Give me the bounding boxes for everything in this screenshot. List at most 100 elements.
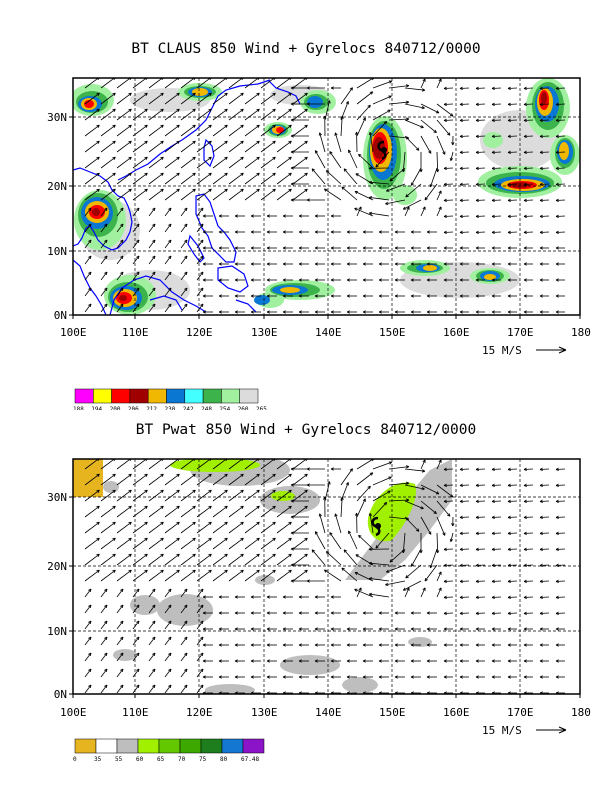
wind-arrowhead xyxy=(330,659,334,663)
wind-arrowhead xyxy=(202,611,206,615)
wind-arrowhead xyxy=(290,531,294,535)
wind-arrow xyxy=(100,271,108,281)
wind-arrowhead xyxy=(459,102,463,107)
wind-arrowhead xyxy=(555,134,559,139)
wind-arrow xyxy=(402,532,406,553)
wind-arrowhead xyxy=(385,201,389,206)
wind-arrow xyxy=(369,197,390,201)
wind-arrow xyxy=(116,636,124,646)
lat-label: 20N xyxy=(47,180,67,193)
wind-arrow xyxy=(148,604,156,614)
wind-arrowhead xyxy=(422,587,426,591)
wind-arrowhead xyxy=(426,310,430,314)
wind-arrow xyxy=(164,172,180,185)
wind-arrow xyxy=(228,505,244,518)
wind-arrowhead xyxy=(369,91,374,95)
wind-arrow xyxy=(430,548,438,569)
wind-arrowhead xyxy=(128,156,132,161)
wind-arrowhead xyxy=(144,108,148,113)
wind-arrowhead xyxy=(208,505,212,510)
wind-arrowhead xyxy=(240,489,244,494)
wind-arrowhead xyxy=(104,239,108,244)
wind-arrow xyxy=(132,588,140,598)
wind-arrow xyxy=(132,108,148,121)
wind-arrowhead xyxy=(168,287,172,292)
wind-arrowhead xyxy=(475,611,479,616)
wind-arrowhead xyxy=(433,510,437,515)
wind-arrow xyxy=(324,569,342,582)
lat-label: 30N xyxy=(47,111,67,124)
wind-arrowhead xyxy=(224,569,228,574)
wind-arrowhead xyxy=(202,214,206,218)
wind-arrowhead xyxy=(136,287,140,292)
wind-arrowhead xyxy=(491,246,495,250)
wind-arrowhead xyxy=(88,207,92,212)
wind-arrowhead xyxy=(539,467,543,472)
wind-arrowhead xyxy=(184,303,188,308)
wind-arrowhead xyxy=(112,505,116,510)
wind-arrowhead xyxy=(256,569,260,574)
wind-arrowhead xyxy=(192,172,196,177)
wind-arrowhead xyxy=(240,537,244,542)
wind-arrow xyxy=(385,199,406,205)
wind-arrowhead xyxy=(419,550,423,554)
wind-arrowhead xyxy=(555,691,559,694)
wind-arrow xyxy=(116,140,132,153)
wind-arrowhead xyxy=(539,611,543,616)
wind-arrowhead xyxy=(234,675,238,679)
wind-arrow xyxy=(84,459,100,470)
wind-arrowhead xyxy=(362,230,366,234)
wind-arrowhead xyxy=(256,473,260,478)
wind-arrowhead xyxy=(386,188,390,192)
wind-arrowhead xyxy=(378,659,382,663)
wind-arrow xyxy=(228,108,244,121)
wind-arrowhead xyxy=(459,294,463,298)
wind-arrowhead xyxy=(160,188,164,193)
wind-arrowhead xyxy=(120,684,124,689)
wind-arrowhead xyxy=(96,473,100,478)
wind-arrowhead xyxy=(459,182,463,187)
wind-arrowhead xyxy=(459,278,463,282)
wind-arrowhead xyxy=(250,246,254,250)
wind-arrowhead xyxy=(234,659,238,663)
wind-arrowhead xyxy=(523,595,527,600)
wind-arrow xyxy=(180,239,188,249)
wind-arrow xyxy=(100,124,116,137)
wind-arrow xyxy=(196,489,212,502)
wind-arrowhead xyxy=(256,172,260,177)
wind-arrowhead xyxy=(218,691,222,694)
wind-arrowhead xyxy=(491,198,495,203)
wind-arrowhead xyxy=(421,105,425,110)
wind-arrowhead xyxy=(168,223,172,228)
wind-arrow xyxy=(420,119,437,133)
wind-arrowhead xyxy=(290,499,294,503)
wind-arrow xyxy=(100,652,108,662)
wind-arrow xyxy=(196,636,204,646)
wind-arrow xyxy=(196,271,204,281)
legend-label: 200 xyxy=(110,406,121,410)
wind-arrowhead xyxy=(555,102,559,107)
wind-arrow xyxy=(436,151,439,173)
wind-arrowhead xyxy=(334,132,338,136)
legend-label: 265 xyxy=(256,406,267,410)
wind-arrowhead xyxy=(443,118,447,123)
wind-arrowhead xyxy=(120,588,124,593)
wind-arrowhead xyxy=(96,92,100,97)
wind-arrow xyxy=(180,92,196,105)
wind-arrowhead xyxy=(304,521,308,526)
wind-arrow xyxy=(180,223,188,233)
wind-arrowhead xyxy=(394,262,398,266)
legend-label: 242 xyxy=(183,406,194,410)
wind-arrowhead xyxy=(298,627,302,631)
wind-arrowhead xyxy=(160,124,164,129)
wind-arrowhead xyxy=(402,587,407,591)
wind-arrowhead xyxy=(330,294,334,298)
wind-arrow xyxy=(260,489,276,502)
wind-arrowhead xyxy=(491,659,495,663)
wind-arrow xyxy=(116,537,132,550)
wind-arrowhead xyxy=(314,310,318,314)
wind-arrowhead xyxy=(555,627,559,631)
wind-arrowhead xyxy=(314,214,318,218)
wind-arrowhead xyxy=(288,188,292,193)
wind-arrowhead xyxy=(475,531,479,536)
